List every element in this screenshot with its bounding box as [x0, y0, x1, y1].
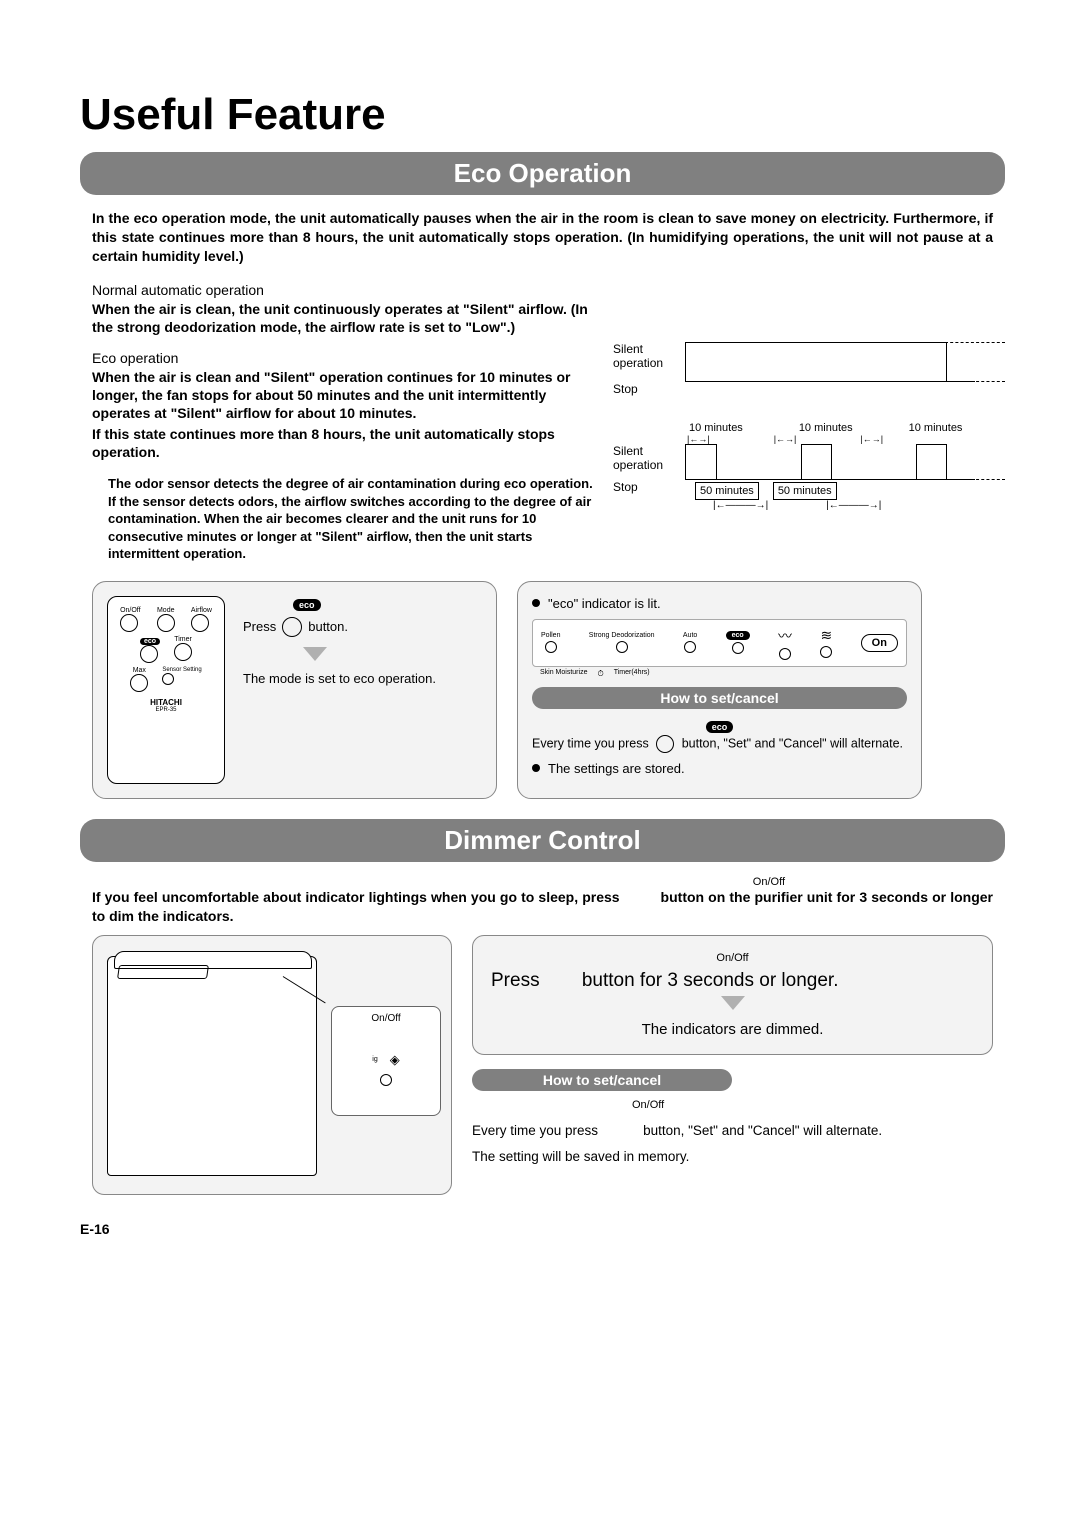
dimmer-section-header: Dimmer Control — [80, 819, 1005, 862]
eco-op-heading: Eco operation — [92, 350, 593, 366]
eco-intro: In the eco operation mode, the unit auto… — [92, 209, 993, 266]
button-circle-icon — [282, 617, 302, 637]
eco-indicator-panel: "eco" indicator is lit. Pollen Strong De… — [517, 581, 922, 799]
bullet-icon — [532, 764, 540, 772]
onoff-label-top: On/Off — [80, 876, 785, 888]
timing-diagram: Silent operation Stop — [613, 282, 993, 563]
eco-body-1: When the air is clean and "Silent" opera… — [92, 368, 593, 423]
on-indicator: On — [861, 634, 898, 652]
page-title: Useful Feature — [80, 90, 1005, 140]
wifi-icon: ◈ — [390, 1052, 400, 1068]
howto-header-eco: How to set/cancel — [532, 687, 907, 709]
airflow-icon: ≋ — [820, 627, 832, 643]
eco-body-2: If this state continues more than 8 hour… — [92, 425, 593, 461]
bullet-icon — [532, 599, 540, 607]
eco-pill-icon: eco — [293, 599, 321, 611]
button-circle-icon — [656, 735, 674, 753]
eco-sensor-note: The odor sensor detects the degree of ai… — [92, 475, 593, 563]
page-number: E-16 — [80, 1221, 1005, 1237]
remote-diagram: On/Off Mode Airflow eco Timer Max Sensor… — [107, 596, 225, 784]
howto-header-dimmer: How to set/cancel — [472, 1069, 732, 1091]
down-arrow-icon — [721, 996, 745, 1010]
normal-body: When the air is clean, the unit continuo… — [92, 300, 593, 336]
callout-box: On/Off ig ◈ — [331, 1006, 441, 1116]
wave-icon: 〰 — [778, 628, 792, 644]
down-arrow-icon — [303, 647, 327, 661]
indicator-strip: Pollen Strong Deodorization Auto eco 〰 ≋… — [532, 619, 907, 667]
normal-heading: Normal automatic operation — [92, 282, 593, 298]
eco-section-header: Eco Operation — [80, 152, 1005, 195]
dimmer-intro: If you feel uncomfortable about indicato… — [92, 888, 993, 927]
dimmer-press-panel: On/Off Press button for 3 seconds or lon… — [472, 935, 993, 1055]
device-illustration-panel: On/Off ig ◈ — [92, 935, 452, 1195]
eco-press-panel: On/Off Mode Airflow eco Timer Max Sensor… — [92, 581, 497, 799]
